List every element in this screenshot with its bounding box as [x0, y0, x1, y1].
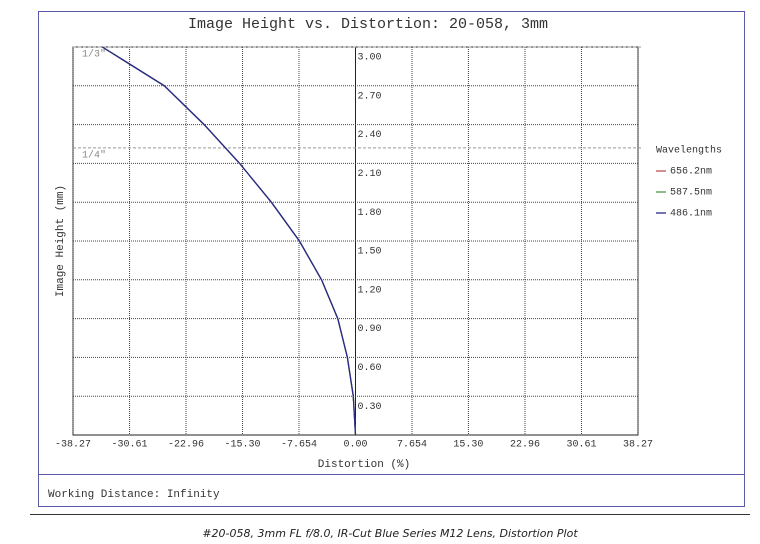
- y-tick-label: 1.50: [358, 247, 382, 258]
- series-line: [101, 46, 357, 436]
- chart-frame: [38, 11, 745, 507]
- chart-title: Image Height vs. Distortion: 20-058, 3mm: [188, 16, 548, 33]
- x-tick-label: -30.61: [112, 440, 148, 451]
- legend-title: Wavelengths: [656, 145, 722, 157]
- x-tick-label: 15.30: [453, 440, 483, 451]
- x-tick-label: -38.27: [55, 440, 91, 451]
- y-tick-label: 1.20: [358, 285, 382, 296]
- x-tick-label: 22.96: [510, 440, 540, 451]
- legend-label: 587.5nm: [670, 188, 712, 199]
- y-tick-label: 0.90: [358, 324, 382, 335]
- legend-label: 656.2nm: [670, 167, 712, 178]
- y-tick-label: 2.40: [358, 130, 382, 141]
- x-axis-label: Distortion (%): [318, 459, 410, 471]
- x-tick-label: 7.654: [397, 440, 427, 451]
- y-tick-label: 0.30: [358, 402, 382, 413]
- y-tick-label: 2.10: [358, 169, 382, 180]
- x-tick-label: -15.30: [225, 440, 261, 451]
- y-tick-label: 3.00: [358, 53, 382, 64]
- legend-label: 486.1nm: [670, 209, 712, 220]
- y-axis-label: Image Height (mm): [55, 185, 67, 297]
- x-tick-label: -22.96: [168, 440, 204, 451]
- x-tick-label: 38.27: [623, 440, 653, 451]
- caption: #20-058, 3mm FL f/8.0, IR-Cut Blue Serie…: [202, 527, 578, 540]
- footer-text: Working Distance: Infinity: [48, 489, 220, 501]
- y-tick-label: 2.70: [358, 91, 382, 102]
- y-tick-label: 0.60: [358, 363, 382, 374]
- annotation-label: 1/3": [82, 49, 106, 61]
- x-tick-label: 30.61: [566, 440, 596, 451]
- annotation-label: 1/4": [82, 150, 106, 162]
- x-tick-label: -7.654: [281, 440, 317, 451]
- y-tick-label: 1.80: [358, 208, 382, 219]
- x-tick-label: 0.00: [343, 440, 367, 451]
